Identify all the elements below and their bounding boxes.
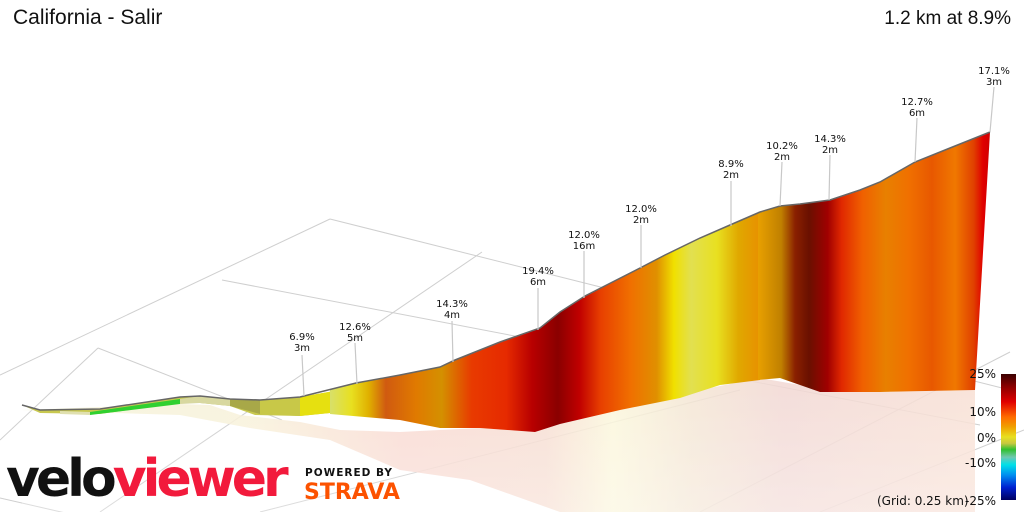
grade-color-scale bbox=[1001, 374, 1016, 500]
annotation-length: 2m bbox=[633, 215, 649, 226]
legend-tick: 10% bbox=[969, 405, 996, 419]
annotation-grade: 10.2% bbox=[766, 141, 798, 152]
logo-viewer-text: viewer bbox=[112, 449, 289, 509]
annotation-grade: 6.9% bbox=[289, 332, 314, 343]
annotation-length: 5m bbox=[347, 333, 363, 344]
strava-logo: STRAVA bbox=[304, 480, 400, 505]
annotation-grade: 19.4% bbox=[522, 266, 554, 277]
annotation-length: 6m bbox=[909, 108, 925, 119]
annotation-grade: 12.7% bbox=[901, 97, 933, 108]
profile-wall-main bbox=[330, 212, 760, 432]
legend-tick: 0% bbox=[976, 431, 996, 445]
segment-summary: 1.2 km at 8.9% bbox=[884, 8, 1011, 29]
annotation-length: 4m bbox=[444, 310, 460, 321]
profile-ridge-line bbox=[21, 131, 991, 411]
annotation-length: 3m bbox=[294, 343, 310, 354]
annotation-grade: 8.9% bbox=[718, 159, 743, 170]
annotation-length: 2m bbox=[723, 170, 739, 181]
annotation-length: 2m bbox=[774, 152, 790, 163]
annotation-grade: 17.1% bbox=[978, 66, 1010, 77]
grid-scale-note: (Grid: 0.25 km) bbox=[877, 494, 969, 508]
annotation-grade: 12.6% bbox=[339, 322, 371, 333]
legend-tick: 25% bbox=[969, 367, 996, 381]
powered-by-label: POWERED BY bbox=[305, 467, 394, 479]
segment-title: California - Salir bbox=[13, 6, 163, 29]
annotation-grade: 14.3% bbox=[436, 299, 468, 310]
annotation-length: 3m bbox=[986, 77, 1002, 88]
annotation-grade: 12.0% bbox=[568, 230, 600, 241]
legend-tick: -10% bbox=[964, 456, 996, 470]
annotation-length: 2m bbox=[822, 145, 838, 156]
annotation-grade: 12.0% bbox=[625, 204, 657, 215]
annotation-grade: 14.3% bbox=[814, 134, 846, 145]
annotation-length: 6m bbox=[530, 277, 546, 288]
annotation-length: 16m bbox=[573, 241, 595, 252]
logo-velo-text: velo bbox=[6, 449, 117, 509]
legend-tick: -25% bbox=[964, 494, 996, 508]
veloviewer-logo: veloviewer bbox=[6, 449, 289, 509]
grade-annotations: 6.9% 3m 12.6% 5m 14.3% 4m 19.4% 6m 12.0%… bbox=[289, 66, 1010, 354]
